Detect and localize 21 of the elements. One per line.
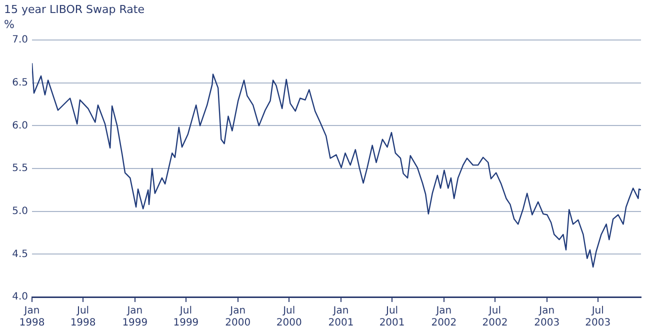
x-tick-label: Jan 1998 xyxy=(19,306,45,329)
x-tick-label: Jul 1998 xyxy=(70,306,96,329)
chart-title: 15 year LIBOR Swap Rate xyxy=(4,3,144,16)
y-tick-label: 7.0 xyxy=(12,34,28,46)
y-tick-label: 6.5 xyxy=(12,77,28,88)
y-tick-label: 6.0 xyxy=(12,120,28,132)
y-tick-label: 4.5 xyxy=(12,248,28,260)
x-tick-label: Jan 1999 xyxy=(122,306,148,329)
x-tick-label: Jul 2001 xyxy=(379,306,405,329)
x-tick-label: Jul 1999 xyxy=(173,306,199,329)
x-tick-label: Jul 2003 xyxy=(585,306,611,329)
x-tick-label: Jan 2000 xyxy=(225,306,251,329)
x-tick-label: Jul 2000 xyxy=(276,306,302,329)
y-tick-label: 5.5 xyxy=(12,163,28,174)
x-tick-label: Jan 2003 xyxy=(534,306,560,329)
y-axis-title: % xyxy=(4,18,14,31)
y-tick-label: 4.0 xyxy=(12,292,28,303)
x-tick-label: Jan 2002 xyxy=(431,306,457,329)
y-tick-label: 5.0 xyxy=(12,206,28,217)
x-tick-label: Jan 2001 xyxy=(328,306,354,329)
x-tick-label: Jul 2002 xyxy=(482,306,508,329)
